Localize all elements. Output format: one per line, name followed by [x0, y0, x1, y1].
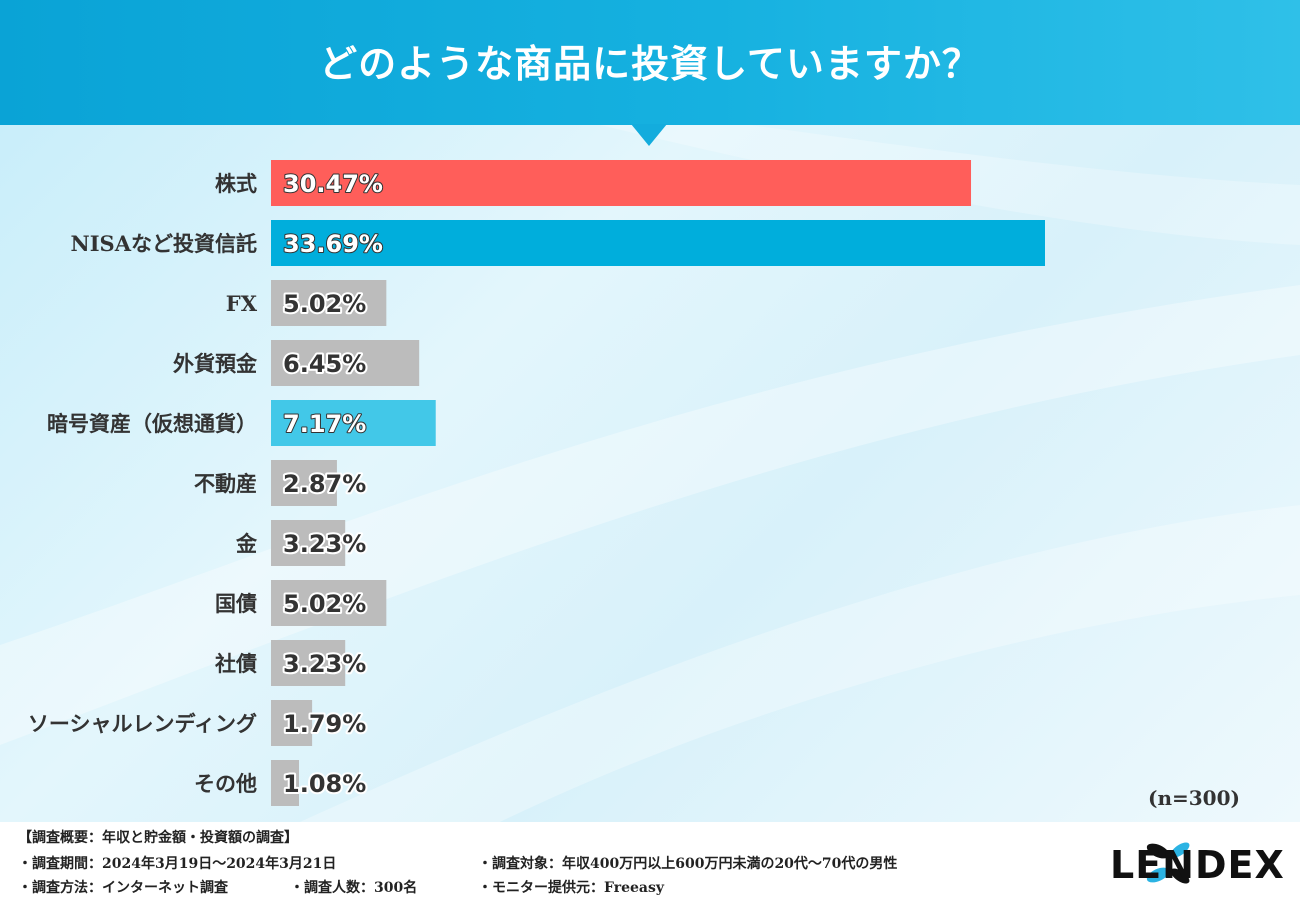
category-label: NISAなど投資信託	[71, 231, 257, 256]
footer-heading: 【調査概要：年収と貯金額・投資額の調査】	[18, 830, 298, 846]
bar	[271, 520, 346, 566]
category-label: その他	[194, 771, 257, 796]
footer-respondents: ・調査人数：300名	[290, 880, 418, 896]
category-label: ソーシャルレンディング	[28, 711, 257, 736]
bar	[271, 760, 299, 806]
category-label: FX	[226, 291, 258, 316]
value-label: 6.45%	[283, 350, 366, 378]
bar	[271, 340, 420, 386]
value-label: 2.87%	[283, 470, 366, 498]
bar	[271, 700, 313, 746]
value-label: 5.02%	[283, 290, 366, 318]
value-label: 30.47%	[283, 170, 383, 198]
footer-method: ・調査方法：インターネット調査	[18, 880, 228, 896]
title-banner	[0, 0, 1300, 125]
bar-chart: 株式 30.47% NISAなど投資信託 33.69% FX 5.02% 外貨預金 6.45%…	[28, 160, 1045, 806]
bar	[271, 580, 387, 626]
category-label: 外貨預金	[173, 351, 258, 376]
lendex-logo-icon	[1146, 842, 1190, 884]
bar	[271, 400, 436, 446]
footer-target: ・調査対象：年収400万円以上600万円未満の20代〜70代の男性	[478, 856, 898, 872]
value-label: 1.08%	[283, 770, 366, 798]
footer	[0, 822, 1300, 900]
bar	[271, 640, 346, 686]
category-label: 社債	[214, 651, 257, 676]
value-label: 7.17%	[283, 410, 366, 438]
value-label: 3.23%	[283, 530, 366, 558]
category-label: 暗号資産（仮想通貨）	[47, 411, 257, 436]
value-label: 3.23%	[283, 650, 366, 678]
value-label: 5.02%	[283, 590, 366, 618]
lendex-logo-text: LENDEX	[1110, 843, 1285, 887]
bar	[271, 280, 387, 326]
sample-size-label: (n=300)	[1148, 786, 1240, 810]
footer-provider: ・モニター提供元：Freeasy	[478, 880, 664, 896]
category-label: 金	[235, 531, 258, 556]
title-pointer	[631, 124, 667, 146]
value-label: 33.69%	[283, 230, 383, 258]
bar	[271, 220, 1045, 266]
bar	[271, 460, 337, 506]
value-label: 1.79%	[283, 710, 366, 738]
category-label: 株式	[215, 171, 257, 196]
bar	[271, 160, 972, 206]
category-label: 国債	[215, 591, 257, 616]
category-label: 不動産	[194, 471, 257, 496]
footer-period: ・調査期間：2024年3月19日〜2024年3月21日	[18, 856, 337, 872]
chart-title: どのような商品に投資していますか？	[319, 41, 981, 86]
